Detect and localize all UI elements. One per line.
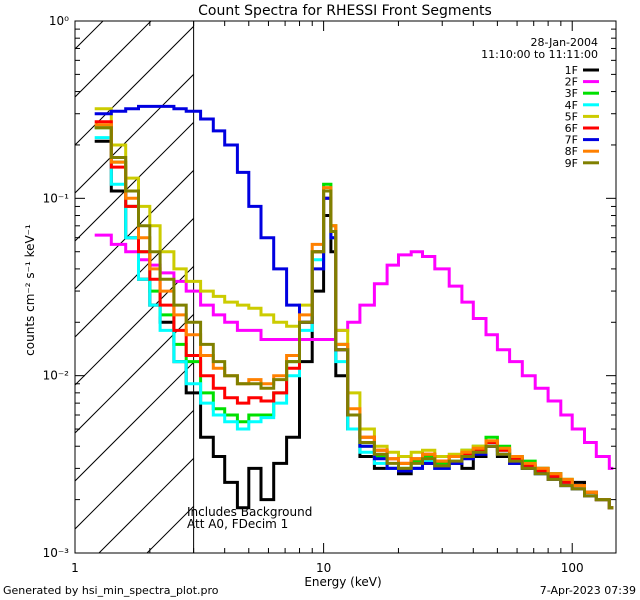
hatch-line [98,457,194,553]
time-range-label: 11:10:00 to 11:11:00 [481,48,598,61]
hatch-line [75,409,194,530]
legend-label-7f: 7F [565,134,578,147]
hatch-line [75,313,194,434]
legend-label-8f: 8F [565,145,578,158]
y-tick-label: 10⁻³ [43,546,70,560]
series-9f-line [94,126,614,510]
series-layer [94,104,614,510]
hatch-line [75,25,194,146]
hatch-line [75,265,194,386]
legend-label-9f: 9F [565,157,578,170]
series-8f-line [94,123,614,510]
hatch-line [75,21,152,98]
legend-label-5f: 5F [565,110,578,123]
series-2f-line [94,233,614,470]
y-tick-label: 10⁰ [49,14,69,28]
legend-label-6f: 6F [565,122,578,135]
hatch-line [0,0,123,553]
hatch-line [75,361,194,482]
y-tick-label: 10⁻² [43,369,70,383]
date-label: 28-Jan-2004 [531,36,599,49]
x-axis-label: Energy (keV) [304,575,381,589]
legend-label-2f: 2F [565,76,578,89]
y-axis-label: counts cm⁻² s⁻¹ keV⁻¹ [23,224,37,356]
y-axis-ticks: 10⁻³ 10⁻² 10⁻¹ 10⁰ [43,14,616,560]
plot-frame [74,20,617,554]
footer-timestamp: 7-Apr-2023 07:39 [540,584,636,597]
hatch-line [75,169,194,290]
footer-generated-by: Generated by hsi_min_spectra_plot.pro [3,584,219,597]
x-axis-ticks: 1 10 100 [71,21,584,575]
x-tick-label: 100 [561,561,584,575]
annotation-attenuator: Att A0, FDecim 1 [187,517,288,531]
annotation-background: Includes Background [187,505,312,519]
hatch-line [75,73,194,194]
legend-label-1f: 1F [565,64,578,77]
x-tick-label: 10 [316,561,331,575]
legend-label-3f: 3F [565,87,578,100]
hatch-line [0,0,75,553]
y-tick-label: 10⁻¹ [43,191,70,205]
chart-title: Count Spectra for RHESSI Front Segments [198,3,492,19]
hatch-line [75,217,194,338]
legend-label-4f: 4F [565,99,578,112]
x-tick-label: 1 [71,561,79,575]
